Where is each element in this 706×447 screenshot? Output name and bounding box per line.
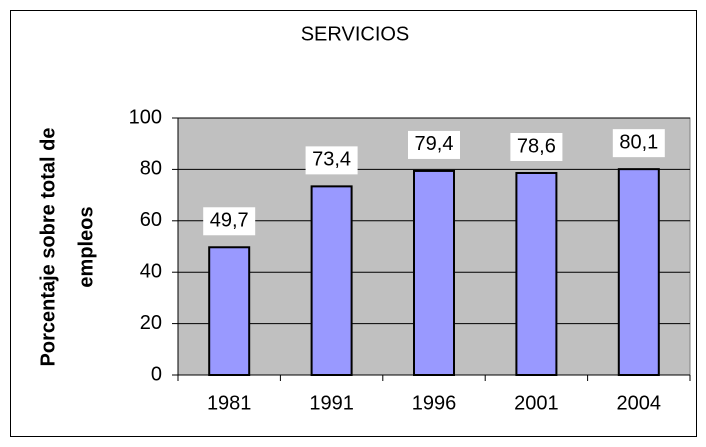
y-tick-label: 40 (140, 260, 162, 282)
y-axis-label: Porcentaje sobre total de (37, 128, 59, 367)
data-label: 73,4 (312, 149, 351, 171)
bar (310, 185, 353, 376)
y-tick-label: 100 (129, 106, 162, 128)
bar (208, 246, 251, 376)
x-tick-label: 1981 (207, 392, 252, 414)
data-label-box (612, 129, 665, 158)
data-label: 78,6 (517, 135, 556, 157)
bar (515, 171, 558, 376)
bar (413, 169, 455, 376)
data-label-box (203, 207, 256, 236)
x-tick-label: 2004 (617, 392, 662, 414)
x-tick-label: 2001 (514, 392, 559, 414)
bar (617, 168, 660, 376)
y-tick-label: 20 (140, 312, 162, 334)
data-label: 79,4 (415, 133, 454, 155)
data-label-box (408, 130, 460, 159)
data-label-box (510, 132, 563, 161)
y-tick-label: 0 (151, 363, 162, 385)
y-axis-label: empleos (75, 206, 97, 287)
x-tick-label: 1991 (309, 392, 354, 414)
data-label: 80,1 (619, 131, 658, 153)
data-label-box (305, 146, 358, 175)
data-label: 49,7 (210, 210, 249, 232)
y-tick-label: 80 (140, 158, 162, 180)
x-tick-label: 1996 (412, 392, 457, 414)
y-tick-label: 60 (140, 209, 162, 231)
chart-title: SERVICIOS (301, 23, 410, 45)
